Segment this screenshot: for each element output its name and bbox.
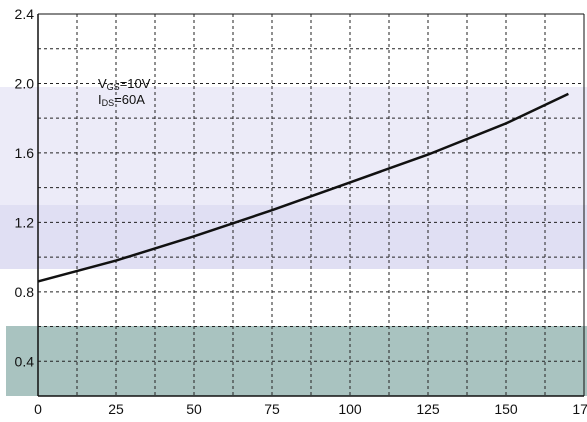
series-group (37, 92, 569, 283)
y-tick-labels: 0.4 0.8 1.2 1.6 2.0 2.4 (15, 6, 35, 369)
series-line (37, 92, 569, 283)
y-tick-label: 0.4 (15, 353, 35, 369)
y-tick-label: 1.6 (15, 145, 35, 161)
annotation-ids: IDS=60A (98, 92, 145, 108)
x-tick-label: 25 (108, 401, 124, 417)
annotation-vgs: VGS=10V (98, 76, 151, 92)
y-tick-label: 2.0 (15, 75, 35, 91)
background-band-upper (0, 87, 587, 207)
x-tick-labels: 0 25 50 75 100 125 150 175 (34, 401, 587, 417)
x-tick-label: 125 (416, 401, 440, 417)
x-tick-label: 150 (494, 401, 518, 417)
y-tick-label: 0.8 (15, 284, 35, 300)
x-tick-label: 175 (572, 401, 587, 417)
grid (38, 14, 584, 396)
x-tick-label: 50 (186, 401, 202, 417)
x-tick-label: 100 (338, 401, 362, 417)
y-tick-label: 2.4 (15, 6, 35, 22)
x-tick-label: 0 (34, 401, 42, 417)
y-tick-label: 1.2 (15, 214, 35, 230)
background-band-middle (0, 205, 587, 269)
x-tick-label: 75 (264, 401, 280, 417)
plot-frame (37, 13, 585, 397)
